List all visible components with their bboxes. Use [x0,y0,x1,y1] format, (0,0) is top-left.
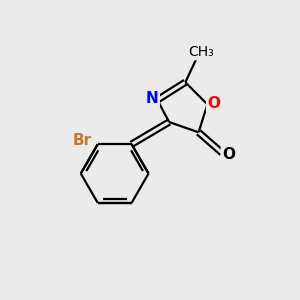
Text: O: O [207,96,220,111]
Text: CH₃: CH₃ [188,45,214,59]
Text: O: O [222,147,235,162]
Text: O: O [207,96,220,111]
Text: Br: Br [73,133,92,148]
Text: N: N [146,91,158,106]
Text: CH₃: CH₃ [188,45,214,59]
Text: Br: Br [73,133,92,148]
Text: N: N [146,91,158,106]
Text: O: O [222,147,235,162]
